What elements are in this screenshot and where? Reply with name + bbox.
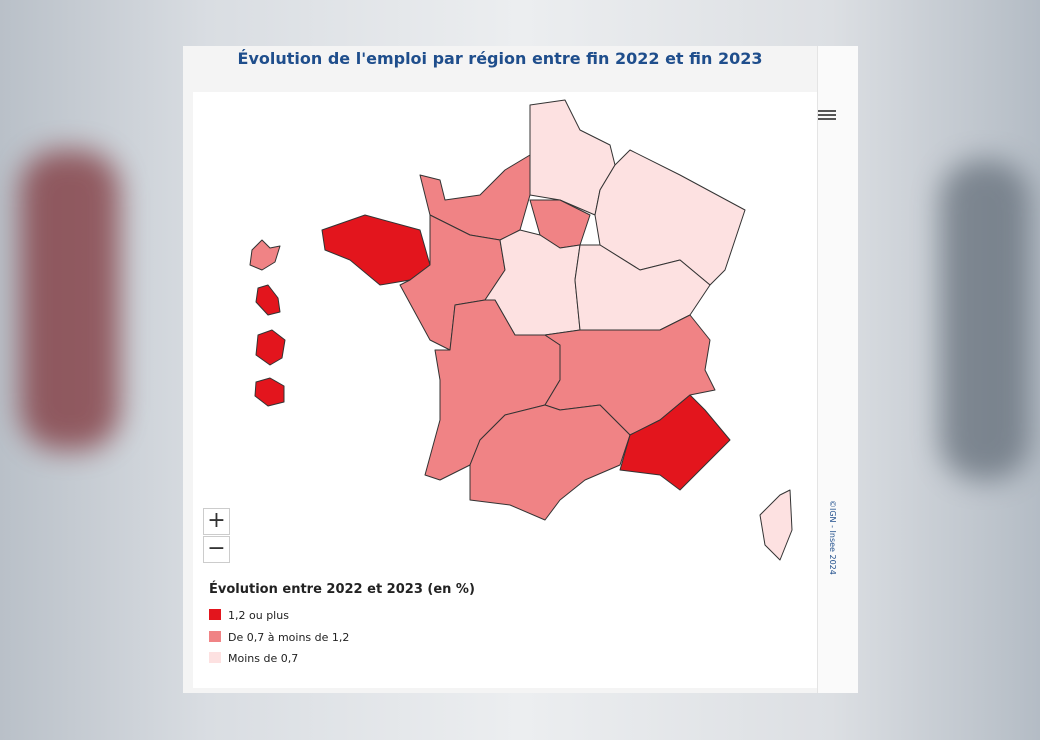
map-card: Évolution de l'emploi par région entre f…	[183, 46, 858, 693]
background-figure	[20, 150, 120, 450]
zoom-in-button[interactable]: +	[203, 508, 230, 535]
legend-title: Évolution entre 2022 et 2023 (en %)	[209, 582, 475, 597]
legend-label: Moins de 0,7	[228, 652, 299, 665]
region	[759, 489, 793, 561]
region	[255, 329, 286, 366]
region	[469, 404, 631, 521]
region	[249, 239, 281, 271]
region	[254, 377, 285, 407]
legend-swatch	[209, 609, 221, 620]
legend-swatch	[209, 652, 221, 663]
legend-label: De 0,7 à moins de 1,2	[228, 630, 350, 644]
legend-item: De 0,7 à moins de 1,2	[209, 630, 350, 644]
legend-item: Moins de 0,7	[209, 652, 298, 665]
side-strip	[817, 46, 858, 693]
france-map	[249, 99, 793, 561]
legend-item: 1,2 ou plus	[209, 609, 289, 622]
region	[321, 214, 431, 286]
background-figure	[940, 160, 1030, 480]
region	[255, 284, 281, 316]
menu-button[interactable]	[818, 108, 836, 122]
legend-label: 1,2 ou plus	[228, 609, 289, 622]
legend-swatch	[209, 630, 221, 642]
zoom-out-button[interactable]: −	[203, 536, 230, 563]
region	[619, 394, 731, 491]
map-title: Évolution de l'emploi par région entre f…	[237, 49, 763, 68]
